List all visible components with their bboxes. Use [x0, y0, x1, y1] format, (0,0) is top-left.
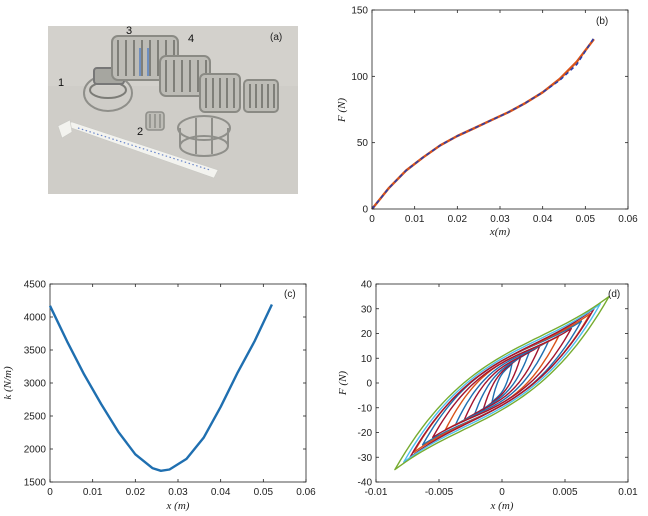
series-group	[48, 303, 273, 472]
y-tick-label: 20	[361, 329, 373, 340]
x-tick-label: 0.06	[618, 214, 638, 225]
x-tick-label: -0.005	[425, 487, 454, 498]
y-tick-label: 10	[361, 354, 373, 365]
panel-label-d: (d)	[608, 289, 620, 300]
series-group	[371, 37, 595, 210]
panel-a-photo: 1 2 3 4 (a)	[48, 25, 298, 194]
x-tick-label: 0.06	[296, 487, 316, 498]
y-tick-label: 2000	[24, 445, 47, 456]
x-tick-label: 0	[369, 214, 375, 225]
photo-number-2: 2	[137, 126, 143, 138]
panel-label-a: (a)	[270, 32, 282, 43]
spring-isolator-cage	[177, 115, 231, 157]
x-axis-label: x (m)	[166, 500, 190, 512]
x-tick-label: 0	[499, 487, 505, 498]
spring-isolator-small	[199, 73, 279, 113]
y-tick-label: 1500	[24, 478, 47, 489]
y-tick-label: 150	[351, 6, 368, 17]
x-tick-label: 0.02	[126, 487, 146, 498]
x-tick-label: 0.005	[552, 487, 577, 498]
y-tick-label: 0	[362, 205, 368, 216]
x-tick-label: 0.01	[405, 214, 425, 225]
y-tick-label: 4500	[24, 280, 47, 291]
y-axis-label: F (N)	[336, 98, 348, 123]
tick-group: -0.01 -0.005 0 0.005 0.01 -40 -30 -20 -10 0 10 20 30…	[358, 280, 639, 499]
x-tick-label: 0.02	[448, 214, 468, 225]
series-group	[394, 295, 610, 471]
y-tick-label: 30	[361, 304, 373, 315]
tick-group: 0 0.01 0.02 0.03 0.04 0.05 0.06 0 50 100 150	[351, 6, 638, 226]
y-tick-label: 0	[366, 379, 372, 390]
panel-c-stiffness: 0 0.01 0.02 0.03 0.04 0.05 0.06 1500 2000 2500 300…	[2, 280, 316, 513]
x-tick-label: 0	[47, 487, 53, 498]
panel-d-hysteresis: -0.01 -0.005 0 0.005 0.01 -40 -30 -20 -10 0 10 20 30…	[337, 280, 638, 513]
photo-number-3: 3	[126, 25, 132, 37]
x-tick-label: 0.04	[211, 487, 231, 498]
y-tick-label: 100	[351, 72, 368, 83]
x-tick-label: 0.03	[168, 487, 188, 498]
y-tick-label: 40	[361, 280, 373, 291]
spring-isolator-2	[145, 111, 165, 131]
y-tick-label: 2500	[24, 412, 47, 423]
photo-number-4: 4	[188, 33, 194, 45]
x-axis-label: x(m)	[489, 226, 510, 238]
photo-number-1: 1	[58, 77, 64, 89]
y-axis-label: F (N)	[337, 371, 349, 396]
y-axis-label: k (N/m)	[2, 366, 14, 400]
x-tick-label: 0.04	[533, 214, 553, 225]
hysteresis-loop-11	[403, 303, 601, 463]
y-tick-label: -10	[358, 403, 373, 414]
x-tick-label: 0.01	[618, 487, 638, 498]
y-tick-label: 4000	[24, 313, 47, 324]
series-line-1	[48, 303, 273, 472]
plot-frame	[371, 9, 629, 210]
panel-label-b: (b)	[596, 16, 608, 27]
hysteresis-loop-7	[432, 327, 572, 439]
tick-group: 0 0.01 0.02 0.03 0.04 0.05 0.06 1500 2000 2500 300…	[24, 280, 316, 499]
x-tick-label: 0.01	[83, 487, 103, 498]
y-tick-label: 3000	[24, 379, 47, 390]
x-tick-label: 0.05	[576, 214, 596, 225]
y-tick-label: -40	[358, 478, 373, 489]
panel-label-c: (c)	[284, 289, 296, 300]
x-tick-label: 0.05	[254, 487, 274, 498]
y-tick-label: -20	[358, 428, 373, 439]
plot-frame	[49, 283, 307, 483]
y-tick-label: 3500	[24, 346, 47, 357]
y-tick-label: 50	[357, 138, 369, 149]
x-tick-label: -0.01	[365, 487, 388, 498]
ruler-image	[57, 119, 219, 179]
y-tick-label: -30	[358, 453, 373, 464]
series-line-2	[371, 37, 595, 210]
hysteresis-loop-12	[394, 295, 610, 471]
x-tick-label: 0.03	[490, 214, 510, 225]
x-axis-label: x (m)	[490, 500, 514, 512]
